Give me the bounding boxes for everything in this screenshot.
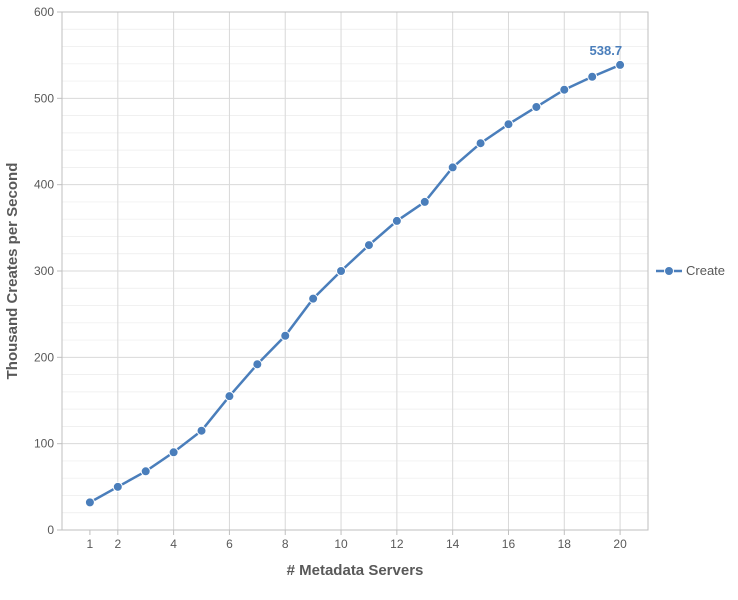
x-tick-label: 18 [558, 537, 572, 551]
series-marker [141, 467, 150, 476]
series-marker [281, 331, 290, 340]
x-tick-label: 6 [226, 537, 233, 551]
series-marker [169, 448, 178, 457]
series-marker [225, 392, 234, 401]
series-marker [85, 498, 94, 507]
series-marker [420, 197, 429, 206]
x-axis-title: # Metadata Servers [287, 562, 424, 579]
series-marker [309, 294, 318, 303]
series-last-label: 538.7 [590, 43, 623, 58]
x-tick-label: 1 [87, 537, 94, 551]
series-marker [253, 360, 262, 369]
legend-label: Create [686, 263, 725, 278]
series-marker [337, 267, 346, 276]
y-tick-label: 200 [34, 350, 54, 364]
y-tick-label: 300 [34, 264, 54, 278]
series-marker [364, 241, 373, 250]
y-tick-label: 400 [34, 178, 54, 192]
x-tick-label: 4 [170, 537, 177, 551]
series-marker [532, 102, 541, 111]
series-marker [392, 216, 401, 225]
x-tick-label: 14 [446, 537, 460, 551]
y-tick-label: 100 [34, 437, 54, 451]
y-tick-label: 0 [47, 523, 54, 537]
x-tick-label: 20 [613, 537, 627, 551]
series-marker [197, 426, 206, 435]
series-marker [616, 60, 625, 69]
x-tick-label: 8 [282, 537, 289, 551]
series-marker [504, 120, 513, 129]
y-tick-label: 500 [34, 91, 54, 105]
series-marker [476, 139, 485, 148]
legend-marker [665, 267, 674, 276]
x-tick-label: 16 [502, 537, 516, 551]
series-marker [588, 72, 597, 81]
x-tick-label: 10 [334, 537, 348, 551]
y-tick-label: 600 [34, 5, 54, 19]
line-chart: 010020030040050060012468101214161820# Me… [0, 0, 738, 600]
series-marker [113, 482, 122, 491]
y-axis-title: Thousand Creates per Second [4, 163, 21, 380]
x-tick-label: 12 [390, 537, 404, 551]
series-marker [448, 163, 457, 172]
x-tick-label: 2 [114, 537, 121, 551]
series-marker [560, 85, 569, 94]
